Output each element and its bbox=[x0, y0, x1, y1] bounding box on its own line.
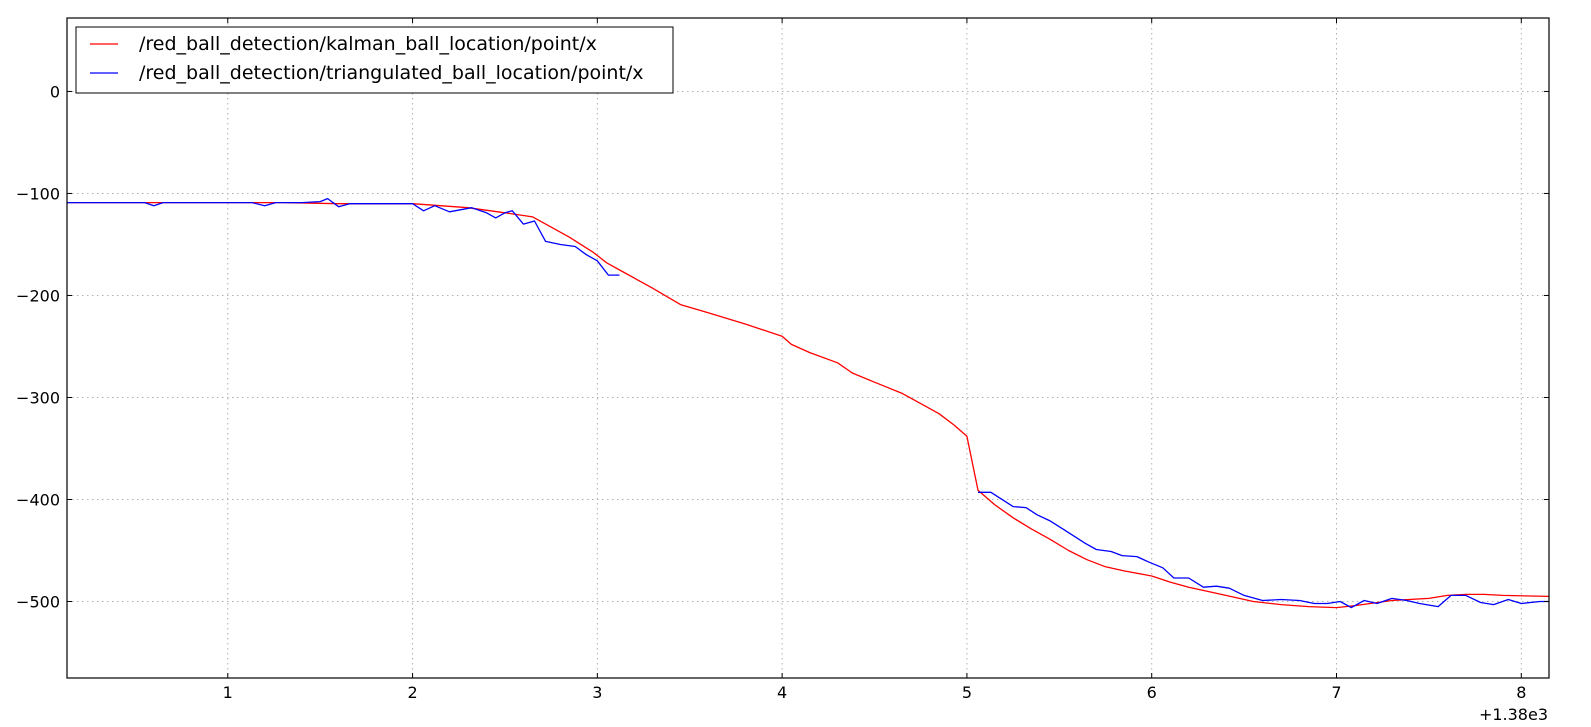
series-line-2 bbox=[978, 491, 1549, 609]
legend: /red_ball_detection/kalman_ball_location… bbox=[75, 26, 674, 94]
x-tick-label: 4 bbox=[777, 683, 787, 702]
x-tick-label: 5 bbox=[962, 683, 972, 702]
legend-box bbox=[75, 26, 674, 94]
legend-label: /red_ball_detection/triangulated_ball_lo… bbox=[139, 62, 644, 84]
ticks: 1 2 3 4 5 6 7 8 0 −100 −200 −300 −400 −500 bbox=[16, 18, 1549, 702]
plot-frame bbox=[66, 17, 1550, 679]
x-tick-label: 2 bbox=[407, 683, 417, 702]
series-layer bbox=[67, 197, 1550, 609]
x-tick-label: 7 bbox=[1331, 683, 1341, 702]
y-tick-label: −300 bbox=[16, 388, 60, 407]
plot-background bbox=[67, 18, 1549, 678]
y-tick-label: 0 bbox=[50, 82, 60, 101]
x-offset-label: +1.38e3 bbox=[1479, 705, 1548, 724]
y-tick-label: −500 bbox=[16, 592, 60, 611]
series-line-1 bbox=[67, 197, 620, 276]
series-line-0 bbox=[67, 201, 1550, 609]
y-tick-label: −200 bbox=[16, 286, 60, 305]
legend-label: /red_ball_detection/kalman_ball_location… bbox=[139, 33, 597, 55]
x-tick-label: 8 bbox=[1516, 683, 1526, 702]
y-tick-label: −100 bbox=[16, 184, 60, 203]
x-tick-label: 6 bbox=[1147, 683, 1157, 702]
y-tick-label: −400 bbox=[16, 490, 60, 509]
x-tick-label: 1 bbox=[223, 683, 233, 702]
x-tick-label: 3 bbox=[592, 683, 602, 702]
